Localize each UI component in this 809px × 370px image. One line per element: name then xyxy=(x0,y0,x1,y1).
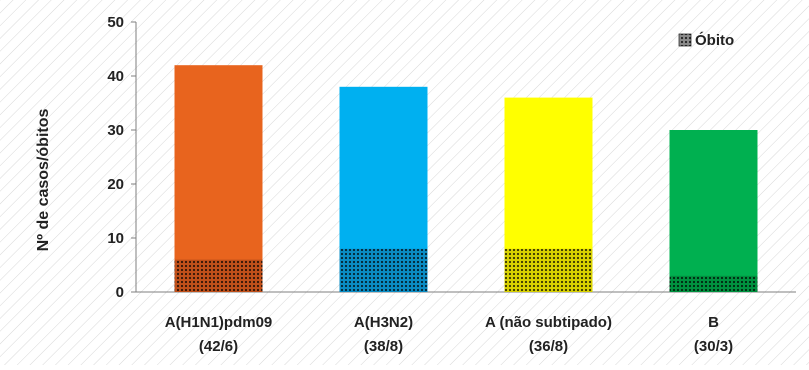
plot-area: 0 10 20 30 40 50 A(H1N1)pdm09 (42/6) A(H3N2) (38/… xyxy=(107,14,796,355)
bar-obitos-pattern xyxy=(669,275,758,292)
x-tick-sublabel: (30/3) xyxy=(694,338,733,355)
x-tick-sublabel: (36/8) xyxy=(529,338,568,355)
y-axis-label: Nº de casos/óbitos xyxy=(35,109,52,252)
bar-obitos-pattern xyxy=(504,248,593,292)
y-tick-label: 40 xyxy=(107,68,124,85)
x-tick-label: A(H3N2) xyxy=(354,314,413,331)
legend-swatch-pattern xyxy=(679,34,691,46)
bar-obitos-pattern xyxy=(339,248,428,292)
x-tick-sublabel: (38/8) xyxy=(364,338,403,355)
bar-obitos-pattern xyxy=(174,259,263,292)
x-tick-label: B xyxy=(708,314,719,331)
x-tick-label: A (não subtipado) xyxy=(485,314,612,331)
legend: Óbito xyxy=(678,31,734,49)
y-tick-label: 50 xyxy=(107,14,124,31)
bar-casos xyxy=(669,130,758,292)
x-tick-label: A(H1N1)pdm09 xyxy=(165,314,273,331)
y-tick-label: 0 xyxy=(116,284,124,301)
y-tick-label: 20 xyxy=(107,176,124,193)
bar-casos xyxy=(174,65,263,292)
legend-label: Óbito xyxy=(695,31,734,49)
y-tick-label: 30 xyxy=(107,122,124,139)
y-tick-label: 10 xyxy=(107,230,124,247)
x-tick-sublabel: (42/6) xyxy=(199,338,238,355)
